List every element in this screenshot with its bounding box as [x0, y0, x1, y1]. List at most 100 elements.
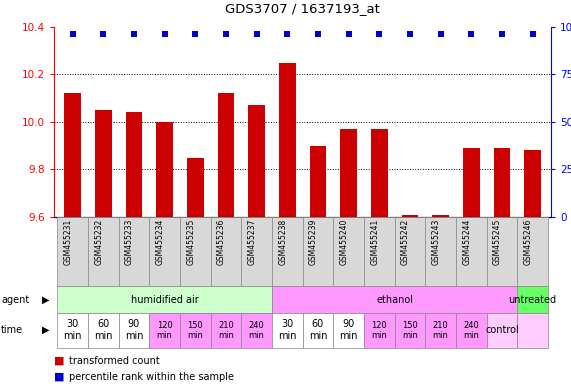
Text: ▶: ▶: [42, 325, 50, 335]
Text: GDS3707 / 1637193_at: GDS3707 / 1637193_at: [225, 2, 380, 15]
Text: GSM455240: GSM455240: [340, 219, 349, 265]
Text: 90
min: 90 min: [339, 319, 358, 341]
Bar: [149, 313, 180, 348]
Text: 210
min: 210 min: [218, 321, 234, 340]
Bar: [272, 217, 303, 286]
Text: GSM455246: GSM455246: [524, 219, 533, 265]
Point: [344, 31, 353, 37]
Bar: [248, 105, 265, 217]
Bar: [303, 217, 333, 286]
Text: 60
min: 60 min: [94, 319, 112, 341]
Bar: [119, 217, 149, 286]
Bar: [88, 313, 119, 348]
Bar: [242, 313, 272, 348]
Text: 30
min: 30 min: [63, 319, 82, 341]
Text: 150
min: 150 min: [402, 321, 418, 340]
Point: [283, 31, 292, 37]
Text: GSM455237: GSM455237: [248, 219, 256, 265]
Bar: [395, 217, 425, 286]
Point: [375, 31, 384, 37]
Text: GSM455245: GSM455245: [493, 219, 502, 265]
Point: [191, 31, 200, 37]
Bar: [187, 157, 204, 217]
Bar: [395, 313, 425, 348]
Bar: [95, 110, 112, 217]
Text: ■: ■: [54, 372, 65, 382]
Bar: [517, 217, 548, 286]
Bar: [57, 217, 88, 286]
Bar: [180, 217, 211, 286]
Text: 120
min: 120 min: [371, 321, 387, 340]
Point: [68, 31, 77, 37]
Bar: [126, 113, 142, 217]
Bar: [180, 313, 211, 348]
Point: [313, 31, 323, 37]
Bar: [364, 313, 395, 348]
Point: [436, 31, 445, 37]
Text: humidified air: humidified air: [131, 295, 199, 305]
Text: GSM455232: GSM455232: [94, 219, 103, 265]
Bar: [57, 313, 88, 348]
Bar: [463, 148, 480, 217]
Bar: [64, 93, 81, 217]
Bar: [242, 217, 272, 286]
Text: GSM455233: GSM455233: [125, 219, 134, 265]
Bar: [456, 313, 486, 348]
Text: GSM455235: GSM455235: [186, 219, 195, 265]
Text: GSM455236: GSM455236: [217, 219, 226, 265]
Bar: [425, 217, 456, 286]
Bar: [211, 217, 242, 286]
Text: GSM455244: GSM455244: [463, 219, 471, 265]
Point: [405, 31, 415, 37]
Text: 30
min: 30 min: [278, 319, 296, 341]
Text: transformed count: transformed count: [69, 356, 159, 366]
Text: 60
min: 60 min: [309, 319, 327, 341]
Text: 150
min: 150 min: [187, 321, 203, 340]
Text: GSM455234: GSM455234: [156, 219, 164, 265]
Text: ■: ■: [54, 356, 65, 366]
Text: ▶: ▶: [42, 295, 50, 305]
Bar: [486, 217, 517, 286]
Text: GSM455242: GSM455242: [401, 219, 410, 265]
Bar: [211, 313, 242, 348]
Bar: [218, 93, 235, 217]
Text: GSM455243: GSM455243: [432, 219, 441, 265]
Bar: [88, 217, 119, 286]
Bar: [272, 313, 303, 348]
Text: 240
min: 240 min: [463, 321, 479, 340]
Bar: [524, 151, 541, 217]
Bar: [432, 215, 449, 217]
Bar: [371, 129, 388, 217]
Bar: [486, 313, 517, 348]
Bar: [333, 313, 364, 348]
Point: [130, 31, 139, 37]
Text: 120
min: 120 min: [156, 321, 172, 340]
Text: GSM455239: GSM455239: [309, 219, 318, 265]
Bar: [425, 313, 456, 348]
Bar: [340, 129, 357, 217]
Text: GSM455231: GSM455231: [63, 219, 73, 265]
Bar: [156, 122, 173, 217]
Bar: [272, 286, 517, 313]
Point: [252, 31, 261, 37]
Bar: [456, 217, 486, 286]
Text: GSM455238: GSM455238: [278, 219, 287, 265]
Bar: [309, 146, 327, 217]
Bar: [517, 313, 548, 348]
Bar: [57, 286, 272, 313]
Point: [467, 31, 476, 37]
Point: [528, 31, 537, 37]
Text: untreated: untreated: [509, 295, 557, 305]
Bar: [279, 63, 296, 217]
Bar: [401, 215, 419, 217]
Text: ethanol: ethanol: [376, 295, 413, 305]
Text: percentile rank within the sample: percentile rank within the sample: [69, 372, 234, 382]
Bar: [517, 286, 548, 313]
Bar: [119, 313, 149, 348]
Point: [497, 31, 506, 37]
Text: 240
min: 240 min: [249, 321, 264, 340]
Bar: [333, 217, 364, 286]
Bar: [149, 217, 180, 286]
Point: [99, 31, 108, 37]
Text: GSM455241: GSM455241: [370, 219, 379, 265]
